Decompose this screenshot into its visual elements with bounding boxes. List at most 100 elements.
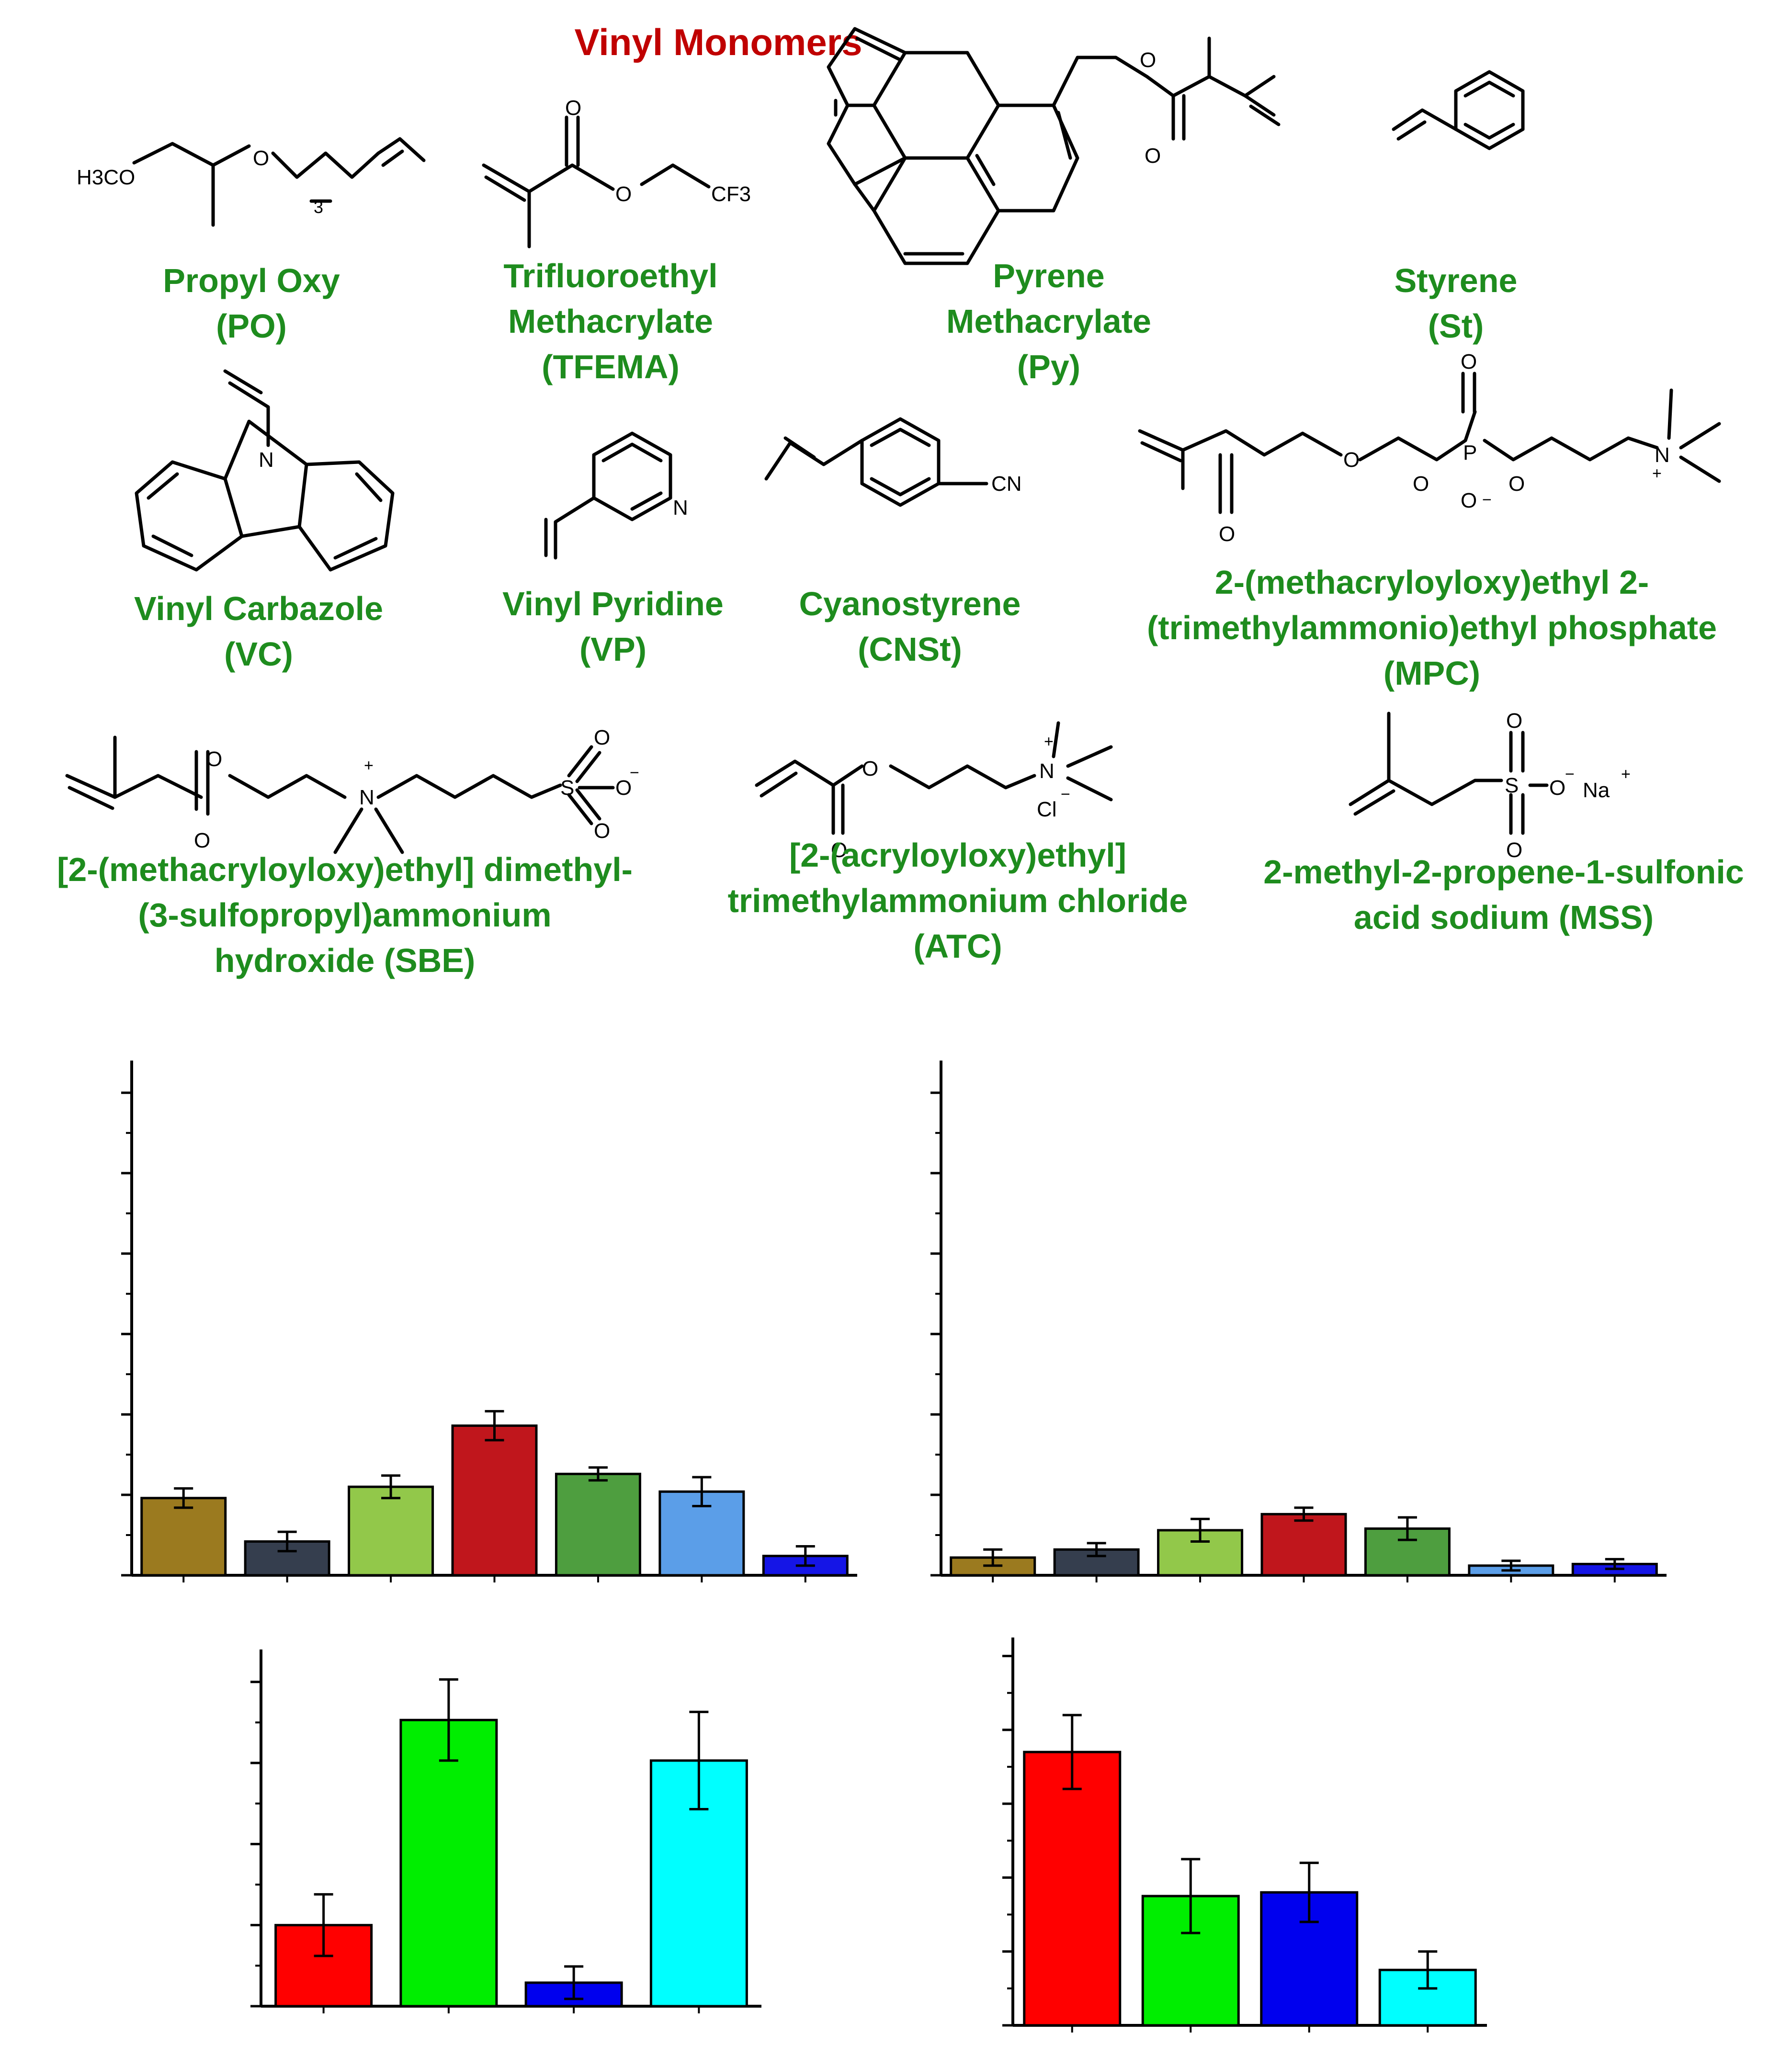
atom-label: S <box>560 776 574 800</box>
monomer-name-sbe: [2-(methacryloyloxy)ethyl] dimethyl- (3-… <box>57 851 633 979</box>
atom-label: CN <box>991 472 1022 496</box>
atom-label: Na <box>1583 779 1610 802</box>
structure-po <box>132 137 426 227</box>
svg-text:(VC): (VC) <box>224 635 293 673</box>
atom-label: O <box>615 776 632 800</box>
atom-label: O <box>194 829 210 852</box>
atom-label: O <box>831 838 847 862</box>
bar-vp <box>451 1424 538 1577</box>
atom-label: 3 <box>314 197 323 217</box>
atom-label: O <box>1549 776 1565 800</box>
atom-label: O <box>1461 350 1477 373</box>
atom-label: N <box>673 496 688 520</box>
atom-label: + <box>1044 733 1054 751</box>
structure-mpc <box>1138 372 1721 514</box>
atom-label: O <box>1145 144 1161 168</box>
chart-panel-a <box>121 1061 857 1582</box>
bar-cnst <box>555 1472 641 1577</box>
monomer-name-st: Styrene (St) <box>1395 262 1518 345</box>
svg-text:trimethylammonium chloride: trimethylammonium chloride <box>728 882 1188 919</box>
structure-sbe <box>65 735 615 854</box>
bar-vc <box>348 1485 434 1577</box>
monomer-name-py: Pyrene Methacrylate (Py) <box>946 257 1151 385</box>
chart-panel-b <box>930 1061 1667 1582</box>
atom-label: O <box>862 757 878 780</box>
atom-label: Cl <box>1037 798 1057 821</box>
svg-text:hydroxide (SBE): hydroxide (SBE) <box>215 942 476 979</box>
structure-mss <box>1349 712 1549 835</box>
structure-py <box>827 27 1281 265</box>
svg-text:Propyl Oxy: Propyl Oxy <box>163 262 340 299</box>
atom-label: O <box>253 147 269 170</box>
atom-label: O <box>565 96 581 120</box>
atom-label: N <box>259 448 274 472</box>
structure-tfema <box>482 115 711 248</box>
atom-label: N <box>359 786 374 809</box>
monomer-name-vp: Vinyl Pyridine (VP) <box>502 585 724 668</box>
atom-label: N <box>1039 759 1055 783</box>
monomer-name-atc: [2-(acryloyloxy)ethyl] trimethylammonium… <box>728 836 1188 965</box>
structure-vp <box>544 431 672 560</box>
atom-label: + <box>1621 765 1631 783</box>
monomer-name-tfema: Trifluoroethyl Methacrylate (TFEMA) <box>503 257 717 385</box>
monomer-name-vc: Vinyl Carbazole (VC) <box>134 590 383 673</box>
svg-text:acid sodium (MSS): acid sodium (MSS) <box>1354 899 1654 936</box>
structure-cnst <box>764 417 988 507</box>
svg-text:[2-(methacryloyloxy)ethyl] dim: [2-(methacryloyloxy)ethyl] dimethyl- <box>57 851 633 888</box>
atom-label: − <box>630 764 639 782</box>
svg-text:[2-(acryloyloxy)ethyl]: [2-(acryloyloxy)ethyl] <box>789 836 1126 874</box>
atom-label: O <box>615 182 632 206</box>
structure-vc <box>135 369 395 572</box>
atom-label: O <box>594 726 610 749</box>
atom-label: O <box>1413 472 1429 496</box>
bar-sbe <box>399 1718 498 2008</box>
monomer-name-po: Propyl Oxy (PO) <box>163 262 340 345</box>
atom-label: + <box>364 757 374 775</box>
atom-label: O <box>1461 489 1477 512</box>
svg-text:(3-sulfopropyl)ammonium: (3-sulfopropyl)ammonium <box>138 896 551 934</box>
atom-label: N <box>1655 443 1670 467</box>
monomer-names: Propyl Oxy (PO) Trifluoroethyl Methacryl… <box>57 257 1744 979</box>
svg-text:(trimethylammonio)ethyl phosph: (trimethylammonio)ethyl phosphate <box>1147 609 1717 646</box>
svg-text:Methacrylate: Methacrylate <box>508 303 713 340</box>
svg-text:(VP): (VP) <box>579 631 646 668</box>
monomer-name-mss: 2-methyl-2-propene-1-sulfonic acid sodiu… <box>1263 853 1744 936</box>
structure-st <box>1392 70 1525 150</box>
bar-po <box>140 1497 227 1577</box>
atom-label: + <box>1652 464 1662 483</box>
svg-text:(ATC): (ATC) <box>913 927 1002 965</box>
figure-heading: Vinyl Monomers <box>574 21 862 63</box>
monomer-name-mpc: 2-(methacryloyloxy)ethyl 2- (trimethylam… <box>1147 564 1717 692</box>
atom-label: − <box>1565 765 1575 783</box>
atom-label: P <box>1463 441 1477 464</box>
bar-mpc <box>1023 1751 1122 2027</box>
atom-label: O <box>206 747 222 771</box>
atom-label: CF3 <box>711 182 751 206</box>
svg-text:(Py): (Py) <box>1017 348 1080 385</box>
structure-atc <box>755 721 1113 835</box>
svg-text:(TFEMA): (TFEMA) <box>542 348 680 385</box>
atom-label: O <box>1140 48 1156 72</box>
svg-text:2-methyl-2-propene-1-sulfonic: 2-methyl-2-propene-1-sulfonic <box>1263 853 1744 891</box>
atom-label: O <box>594 819 610 843</box>
svg-text:(MPC): (MPC) <box>1384 655 1480 692</box>
bar-vp <box>1260 1513 1347 1577</box>
svg-text:(PO): (PO) <box>216 307 287 345</box>
svg-text:(CNSt): (CNSt) <box>858 631 962 668</box>
atom-label: O <box>1506 709 1522 733</box>
svg-text:2-(methacryloyloxy)ethyl 2-: 2-(methacryloyloxy)ethyl 2- <box>1215 564 1649 601</box>
chart-panel-d <box>1002 1638 1487 2033</box>
atom-label: O <box>1343 448 1360 472</box>
atom-label: O <box>1506 838 1522 862</box>
svg-text:Vinyl Carbazole: Vinyl Carbazole <box>134 590 383 627</box>
svg-text:Pyrene: Pyrene <box>993 257 1104 294</box>
atom-label: S <box>1505 774 1519 797</box>
monomer-name-cnst: Cyanostyrene (CNSt) <box>799 585 1021 668</box>
atom-label: − <box>1482 491 1492 509</box>
atom-label: O <box>1508 472 1525 496</box>
chart-panel-c <box>250 1649 761 2013</box>
svg-text:(St): (St) <box>1428 307 1484 345</box>
atom-label: H3CO <box>77 166 135 189</box>
svg-text:Styrene: Styrene <box>1395 262 1518 299</box>
